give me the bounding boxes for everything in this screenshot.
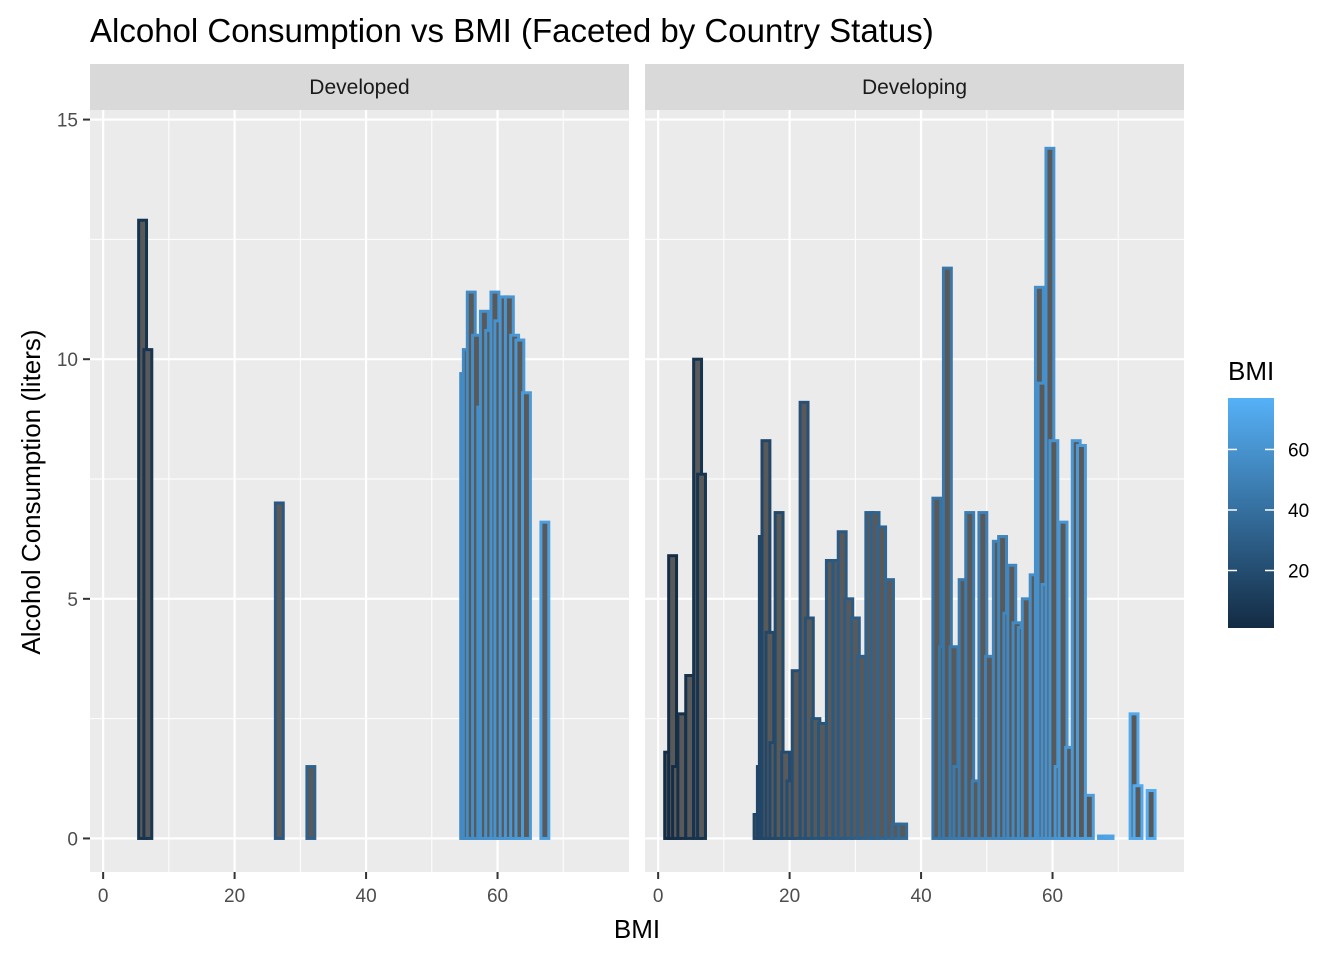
x-tick-label: 20 <box>224 886 245 907</box>
bar <box>142 348 154 840</box>
bar <box>521 391 532 840</box>
bar <box>897 822 909 840</box>
x-tick-label: 60 <box>1042 886 1063 907</box>
y-tick-label: 15 <box>57 111 78 132</box>
legend-colorbar <box>1228 398 1274 628</box>
y-tick-label: 0 <box>67 829 78 850</box>
bar <box>1103 834 1115 840</box>
bar <box>884 578 895 840</box>
y-tick-label: 5 <box>67 590 78 611</box>
facet-strip <box>645 64 1184 110</box>
facet-panels: Developed 0 20 40 60 Developing 0 20 40 60 <box>90 64 1184 907</box>
legend-tick-label: 40 <box>1288 501 1309 522</box>
facet-panel-developed: Developed 0 20 40 60 <box>90 64 629 907</box>
bar <box>1076 443 1087 840</box>
bar <box>773 511 785 840</box>
panel-background <box>645 110 1184 872</box>
legend-title: BMI <box>1228 356 1274 386</box>
facet-panel-developing: Developing 0 20 40 60 <box>645 64 1184 907</box>
chart-title: Alcohol Consumption vs BMI (Faceted by C… <box>90 12 934 49</box>
legend-tick-label: 20 <box>1288 562 1309 583</box>
bar <box>273 501 285 840</box>
facet-strip-label: Developing <box>862 76 967 99</box>
x-axis-label: BMI <box>614 914 660 944</box>
facet-strip-label: Developed <box>309 76 409 99</box>
x-tick-label: 0 <box>98 886 109 907</box>
legend: BMI 20 40 60 <box>1228 356 1309 628</box>
bar <box>1145 789 1157 840</box>
bars <box>137 218 551 840</box>
bar <box>696 472 707 840</box>
x-tick-label: 0 <box>653 886 664 907</box>
bar <box>1132 784 1144 840</box>
x-tick-label: 40 <box>911 886 932 907</box>
panel-background <box>90 110 629 872</box>
legend-ticks: 20 40 60 <box>1228 440 1309 583</box>
bar <box>1083 793 1095 840</box>
y-axis: 0 5 10 15 <box>57 111 90 850</box>
y-axis-label: Alcohol Consumption (liters) <box>16 329 46 654</box>
y-tick-label: 10 <box>57 350 78 371</box>
x-tick-label: 60 <box>487 886 508 907</box>
bar <box>964 511 976 840</box>
bar <box>539 520 551 840</box>
legend-tick-label: 60 <box>1288 440 1309 461</box>
facet-strip <box>90 64 629 110</box>
bar <box>941 266 953 840</box>
bar <box>1057 520 1069 840</box>
bars <box>663 146 1157 840</box>
x-tick-label: 40 <box>356 886 377 907</box>
x-tick-label: 20 <box>779 886 800 907</box>
bar <box>305 765 317 840</box>
